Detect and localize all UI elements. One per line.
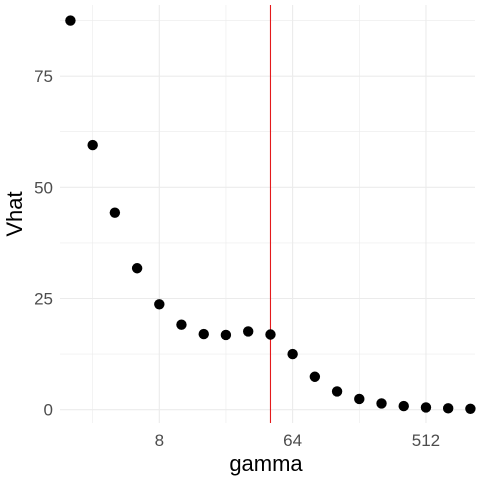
- y-axis-title: Vhat: [2, 191, 27, 236]
- y-tick-label: 75: [34, 67, 53, 86]
- y-tick-label: 50: [34, 178, 53, 197]
- y-tick-label: 25: [34, 289, 53, 308]
- data-point: [109, 207, 121, 218]
- data-point: [242, 326, 254, 337]
- data-point: [354, 393, 365, 405]
- data-point: [442, 403, 454, 414]
- data-point: [376, 398, 387, 409]
- data-point: [154, 299, 165, 310]
- data-point: [331, 386, 343, 397]
- data-point: [465, 403, 476, 414]
- data-point: [176, 319, 187, 330]
- data-point: [87, 139, 98, 151]
- data-points: [65, 15, 476, 414]
- data-point: [198, 328, 209, 340]
- x-axis-ticks: 8 64 512: [155, 431, 441, 450]
- data-point: [309, 371, 321, 382]
- minor-gridlines: [60, 5, 475, 423]
- y-axis-ticks: 0 25 50 75: [34, 67, 53, 420]
- data-point: [420, 402, 432, 413]
- x-tick-label: 512: [412, 431, 440, 450]
- y-tick-label: 0: [44, 401, 53, 420]
- data-point: [131, 263, 143, 274]
- data-point: [398, 400, 409, 412]
- data-point: [65, 15, 76, 26]
- data-point: [220, 329, 232, 341]
- data-point: [265, 329, 276, 340]
- x-tick-label: 8: [155, 431, 164, 450]
- data-point: [287, 348, 298, 360]
- x-tick-label: 64: [283, 431, 302, 450]
- x-axis-title: gamma: [229, 451, 303, 476]
